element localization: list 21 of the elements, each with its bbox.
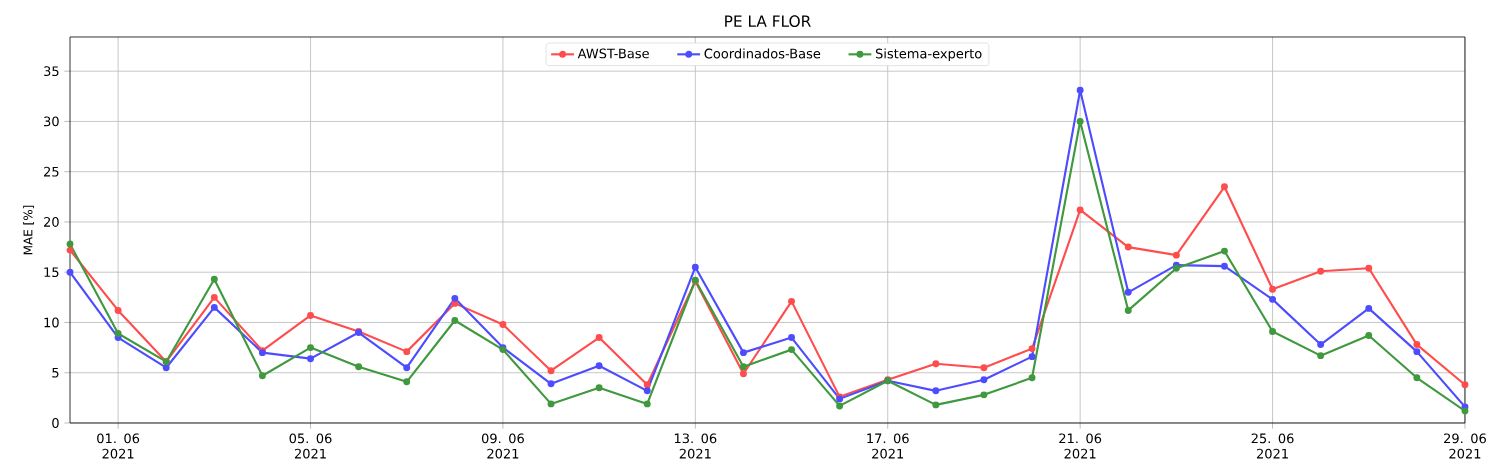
y-tick-label: 15 — [44, 267, 59, 278]
y-tick-label: 0 — [52, 418, 59, 428]
x-tick-label: 05. 06 2021 — [289, 433, 332, 459]
y-axis-title: MAE [%] — [23, 205, 34, 255]
chart-title: PE LA FLOR — [725, 15, 811, 27]
y-tick-label: 10 — [44, 317, 59, 328]
x-tick-label: 01. 06 2021 — [97, 433, 140, 459]
y-tick-label: 35 — [44, 66, 59, 77]
x-tick-label: 13. 06 2021 — [674, 433, 717, 459]
x-tick-label: 21. 06 2021 — [1059, 433, 1102, 459]
y-tick-label: 20 — [44, 217, 59, 227]
legend-label: Coordinados-Base — [704, 48, 821, 59]
x-tick-label: 25. 06 2021 — [1251, 433, 1294, 459]
legend-label: AWST-Base — [577, 48, 649, 59]
y-tick-label: 25 — [44, 166, 59, 177]
legend-label: Sistema-experto — [875, 48, 982, 61]
x-tick-label: 29. 06 2021 — [1444, 433, 1486, 459]
y-tick-label: 30 — [44, 116, 59, 127]
x-tick-label: 17. 06 2021 — [867, 433, 909, 459]
x-tick-label: 09. 06 2021 — [481, 433, 524, 459]
y-tick-label: 5 — [52, 367, 59, 378]
